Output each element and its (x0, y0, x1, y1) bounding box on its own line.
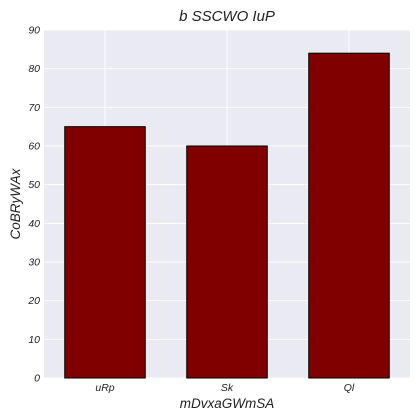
bars (64, 52, 390, 379)
y-tick-label: 20 (27, 295, 40, 307)
bar-uRp (64, 126, 146, 379)
y-tick-label: 60 (28, 141, 40, 153)
y-tick-label: 50 (28, 179, 40, 191)
x-tick-label: Sk (221, 382, 234, 394)
x-axis-label: mDvxaGWmSA (180, 396, 275, 411)
y-tick-label: 80 (28, 63, 40, 75)
x-axis-ticks: uRp Sk Ql (95, 382, 355, 394)
y-tick-label: 30 (28, 257, 40, 269)
x-tick-label: uRp (95, 382, 114, 394)
y-tick-label: 90 (28, 25, 40, 37)
chart-title: b SSCWO IuP (179, 8, 275, 25)
y-tick-label: 0 (34, 373, 40, 385)
bar-Ql (308, 52, 390, 379)
y-tick-label: 70 (28, 102, 40, 114)
bar-Sk (186, 145, 268, 379)
y-axis-label: CoBRyWAx (8, 167, 23, 239)
y-tick-label: 10 (28, 334, 40, 346)
x-tick-label: Ql (344, 382, 355, 394)
y-axis-ticks: 0 10 20 30 40 50 60 70 80 90 (27, 25, 40, 385)
y-tick-label: 40 (28, 218, 40, 230)
